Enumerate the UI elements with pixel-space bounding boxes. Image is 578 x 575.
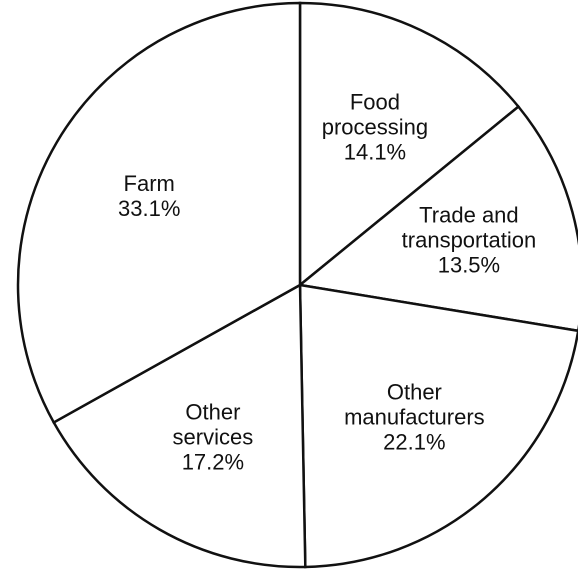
slice-label: Farm 33.1%	[89, 171, 209, 221]
pie-slice	[52, 282, 307, 569]
slice-label: Other services 17.2%	[153, 399, 273, 474]
slice-label: Food processing 14.1%	[310, 90, 440, 165]
category-label: Farm	[123, 171, 175, 197]
pie-slice	[298, 1, 521, 288]
pie-slice	[298, 283, 578, 569]
value-label: 33.1%	[118, 196, 181, 222]
value-label: 17.2%	[181, 449, 245, 475]
pie-slice	[297, 104, 578, 333]
category-label: Trade and transportation	[401, 202, 537, 253]
slice-label: Other manufacturers 22.1%	[324, 380, 504, 455]
category-label: Food processing	[321, 89, 429, 140]
slice-label: Trade and transportation 13.5%	[394, 202, 544, 277]
value-label: 13.5%	[437, 252, 501, 278]
category-label: Other manufacturers	[344, 379, 485, 430]
category-label: Other services	[172, 399, 254, 450]
value-label: 22.1%	[383, 429, 446, 455]
pie-slice	[16, 1, 302, 425]
value-label: 14.1%	[343, 139, 407, 165]
